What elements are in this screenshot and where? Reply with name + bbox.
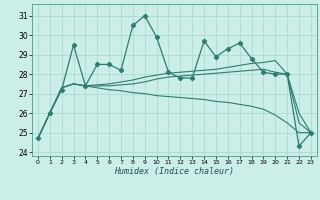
X-axis label: Humidex (Indice chaleur): Humidex (Indice chaleur) (115, 167, 234, 176)
